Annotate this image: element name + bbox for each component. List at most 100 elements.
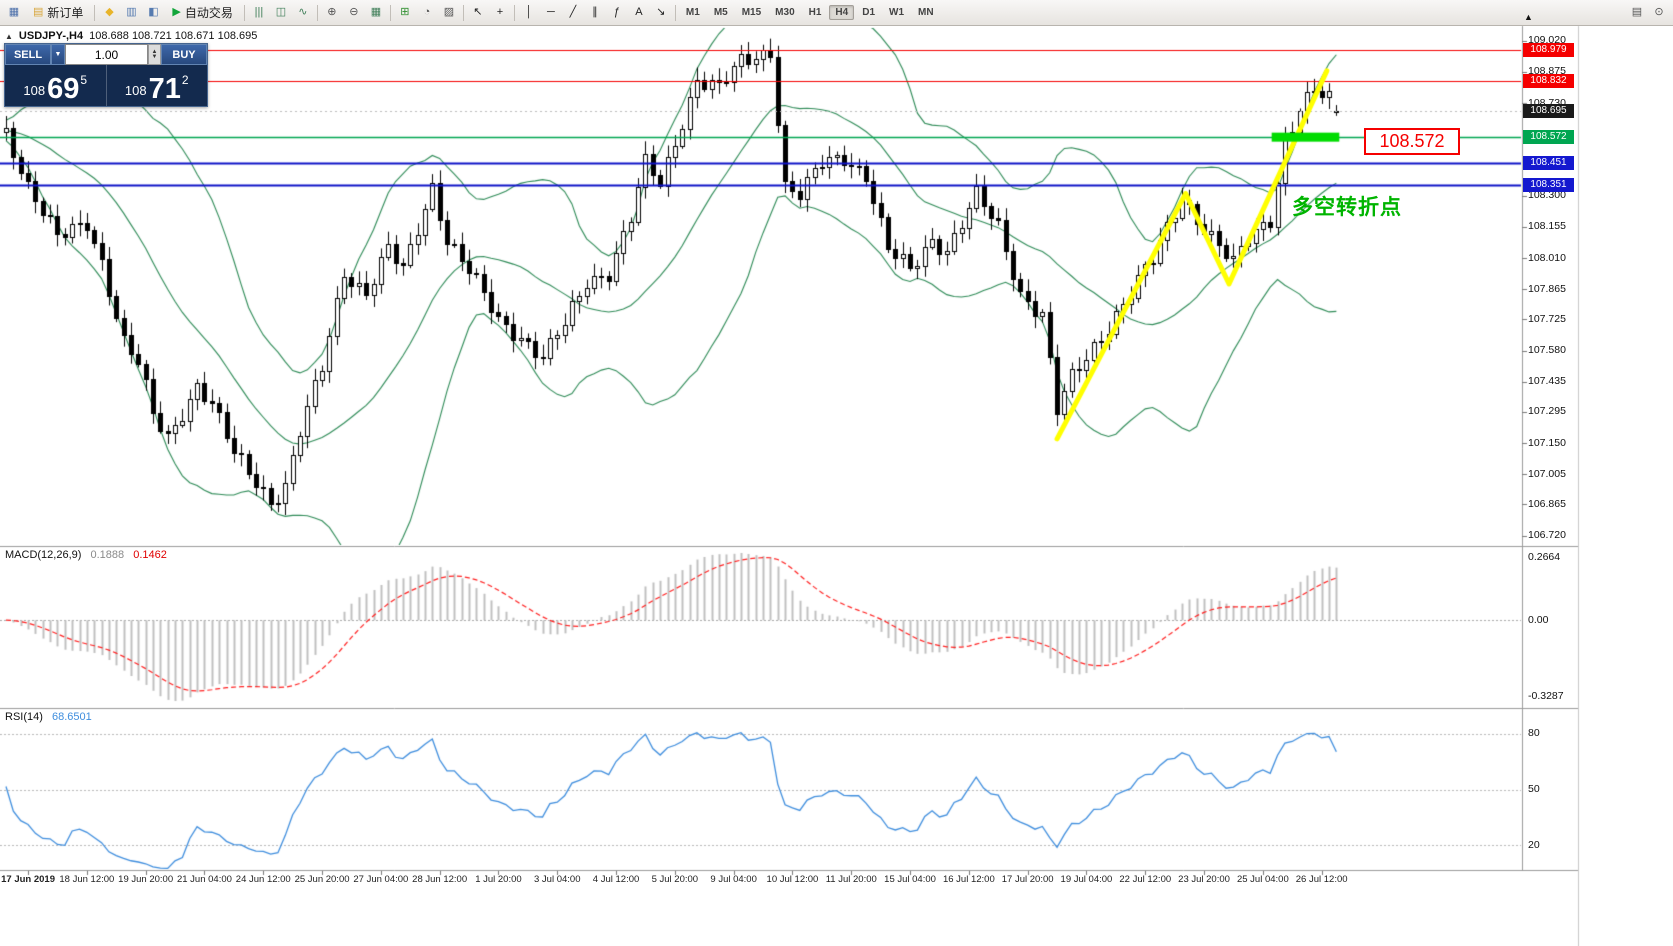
price-axis-label: 108.300 [1528,189,1566,202]
timeframe-m15[interactable]: M15 [741,7,762,18]
sell-options-dropdown-icon[interactable]: ▼ [51,44,65,65]
autotrading-button-glyph: ▶ [172,6,181,18]
symbol-info: ▲ USDJPY-,H4 108.688 108.721 108.671 108… [5,30,257,42]
time-axis-label: 17 Jul 20:00 [1001,874,1054,885]
navigator-icon-glyph: ◧ [148,6,159,18]
templates-icon-glyph: ▨ [443,6,455,18]
autotrading-button[interactable]: ▶ 自动交易 [164,3,240,23]
sell-price-prefix: 108 [23,83,46,98]
window-list-icon-glyph: ▤ [1631,6,1643,18]
horizontal-line-icon-glyph: ─ [547,6,555,18]
timeframe-h1[interactable]: H1 [808,7,822,18]
window-list-icon[interactable]: ▤ [1626,3,1648,23]
timeframe-d1[interactable]: D1 [862,7,876,18]
volume-spinner[interactable]: ▲ ▼ [148,44,161,65]
new-order-button-label: 新订单 [47,6,84,20]
vertical-line-icon-glyph: │ [525,6,533,18]
trendline-icon[interactable]: ╱ [562,3,584,23]
timeframe-h4[interactable]: H4 [829,5,855,20]
grid-icon[interactable]: ▦ [365,3,387,23]
search-icon[interactable]: ⊙ [1648,3,1670,23]
periods-icon[interactable]: ◔ [416,3,438,23]
price-axis-label: 106.720 [1528,529,1566,542]
pivot-annotation[interactable]: 多空转折点 [1292,196,1402,219]
price-axis-label: 107.865 [1528,282,1566,295]
vertical-line-icon[interactable]: │ [518,3,540,23]
symbol-period-label: USDJPY-,H4 [18,30,84,42]
toolbar-items: ▦ ▤ 新订单 ◆ ▥ ◧ ▶ 自动交易 ||| ◫ ∿ ⊕ ⊖ ▦ ⊞ ◔ ▨ ↖ + │ ─ ╱ ∥ ƒ A ↘ M1 M5 M15… [3,0,1670,25]
price-axis-label: 107.580 [1528,344,1566,357]
fibonacci-icon[interactable]: ƒ [606,3,628,23]
line-chart-type-icon[interactable]: ∿ [292,3,314,23]
rsi-value: 68.6501 [51,711,92,723]
autotrading-button-label: 自动交易 [184,6,233,20]
macd-axis-label: 0.00 [1528,613,1549,626]
cursor-icon-glyph: ↖ [473,6,483,18]
arrows-icon-glyph: ↘ [656,6,666,18]
sell-price-button[interactable]: 108 69 5 [5,65,107,106]
macd-axis-label: -0.3287 [1528,690,1564,702]
candlestick-chart-type-icon[interactable]: ◫ [270,3,292,23]
text-label-icon[interactable]: A [628,3,650,23]
crosshair-icon[interactable]: + [489,3,511,23]
crosshair-icon-glyph: + [496,6,504,18]
templates-icon[interactable]: ▨ [438,3,460,23]
volume-down-icon[interactable]: ▼ [151,53,158,60]
timeframe-m5[interactable]: M5 [713,7,728,18]
new-order-button[interactable]: ▤ 新订单 [25,3,91,23]
time-axis-label: 1 Jul 20:00 [475,874,522,885]
rsi-panel-label: RSI(14) 68.6501 [5,711,92,723]
buy-price-pip: 2 [181,73,189,87]
trendline-icon-glyph: ╱ [569,6,577,18]
navigator-icon[interactable]: ◧ [142,3,164,23]
order-prices-row: 108 69 5 108 71 2 [5,65,207,106]
buy-price-prefix: 108 [124,83,147,98]
macd-main-value: 0.1888 [90,549,125,561]
timeframe-mn[interactable]: MN [918,7,934,18]
price-axis-label: 108.010 [1528,251,1566,264]
buy-button[interactable]: BUY [161,44,207,65]
channel-icon[interactable]: ∥ [584,3,606,23]
channel-icon-glyph: ∥ [592,6,598,18]
line-chart-type-icon-glyph: ∿ [298,6,308,18]
timeframe-w1[interactable]: W1 [889,7,905,18]
mql5-community-icon[interactable]: ◆ [98,3,120,23]
one-click-collapse-icon[interactable]: ▲ [5,31,13,41]
cursor-icon[interactable]: ↖ [467,3,489,23]
timeframe-m1[interactable]: M1 [685,7,700,18]
horizontal-line-icon[interactable]: ─ [540,3,562,23]
timeframe-m30[interactable]: M30 [775,7,795,18]
price-axis-badge: 108.979 [1523,42,1574,57]
volume-input[interactable]: 1.00 [65,44,148,65]
time-axis-label: 22 Jul 12:00 [1119,874,1172,885]
zoom-out-icon[interactable]: ⊖ [343,3,365,23]
rsi-name: RSI(14) [5,711,43,723]
bar-chart-type-icon[interactable]: ||| [248,3,270,23]
price-axis-badge: 108.351 [1523,177,1574,192]
volume-up-icon[interactable]: ▲ [151,48,158,55]
grid-icon-glyph: ▦ [370,6,382,18]
time-axis-label: 25 Jul 04:00 [1236,874,1289,885]
candlestick-chart-type-icon-glyph: ◫ [275,6,287,18]
market-watch-icon[interactable]: ▥ [120,3,142,23]
price-axis-badge: 108.832 [1523,74,1574,89]
buy-price-button[interactable]: 108 71 2 [107,65,208,106]
sell-button[interactable]: SELL [5,44,51,65]
price-callout-box[interactable]: 108.572 [1364,128,1460,155]
zoom-in-icon-glyph: ⊕ [327,6,337,18]
zoom-in-icon[interactable]: ⊕ [321,3,343,23]
time-axis-label: 26 Jul 12:00 [1295,874,1348,885]
toolbar-separator [243,4,245,21]
time-axis-label: 24 Jun 12:00 [235,874,291,885]
time-axis-label: 28 Jun 12:00 [412,874,468,885]
time-axis-label: 3 Jul 04:00 [534,874,581,885]
indicators-icon-glyph: ⊞ [400,6,410,18]
price-axis-label: 106.865 [1528,497,1566,510]
chart-scroll-marker[interactable]: ▲ [1524,12,1533,22]
arrows-icon[interactable]: ↘ [650,3,672,23]
new-chart-icon[interactable]: ▦ [3,3,25,23]
macd-panel-label: MACD(12,26,9) 0.1888 0.1462 [5,549,167,561]
indicators-icon[interactable]: ⊞ [394,3,416,23]
